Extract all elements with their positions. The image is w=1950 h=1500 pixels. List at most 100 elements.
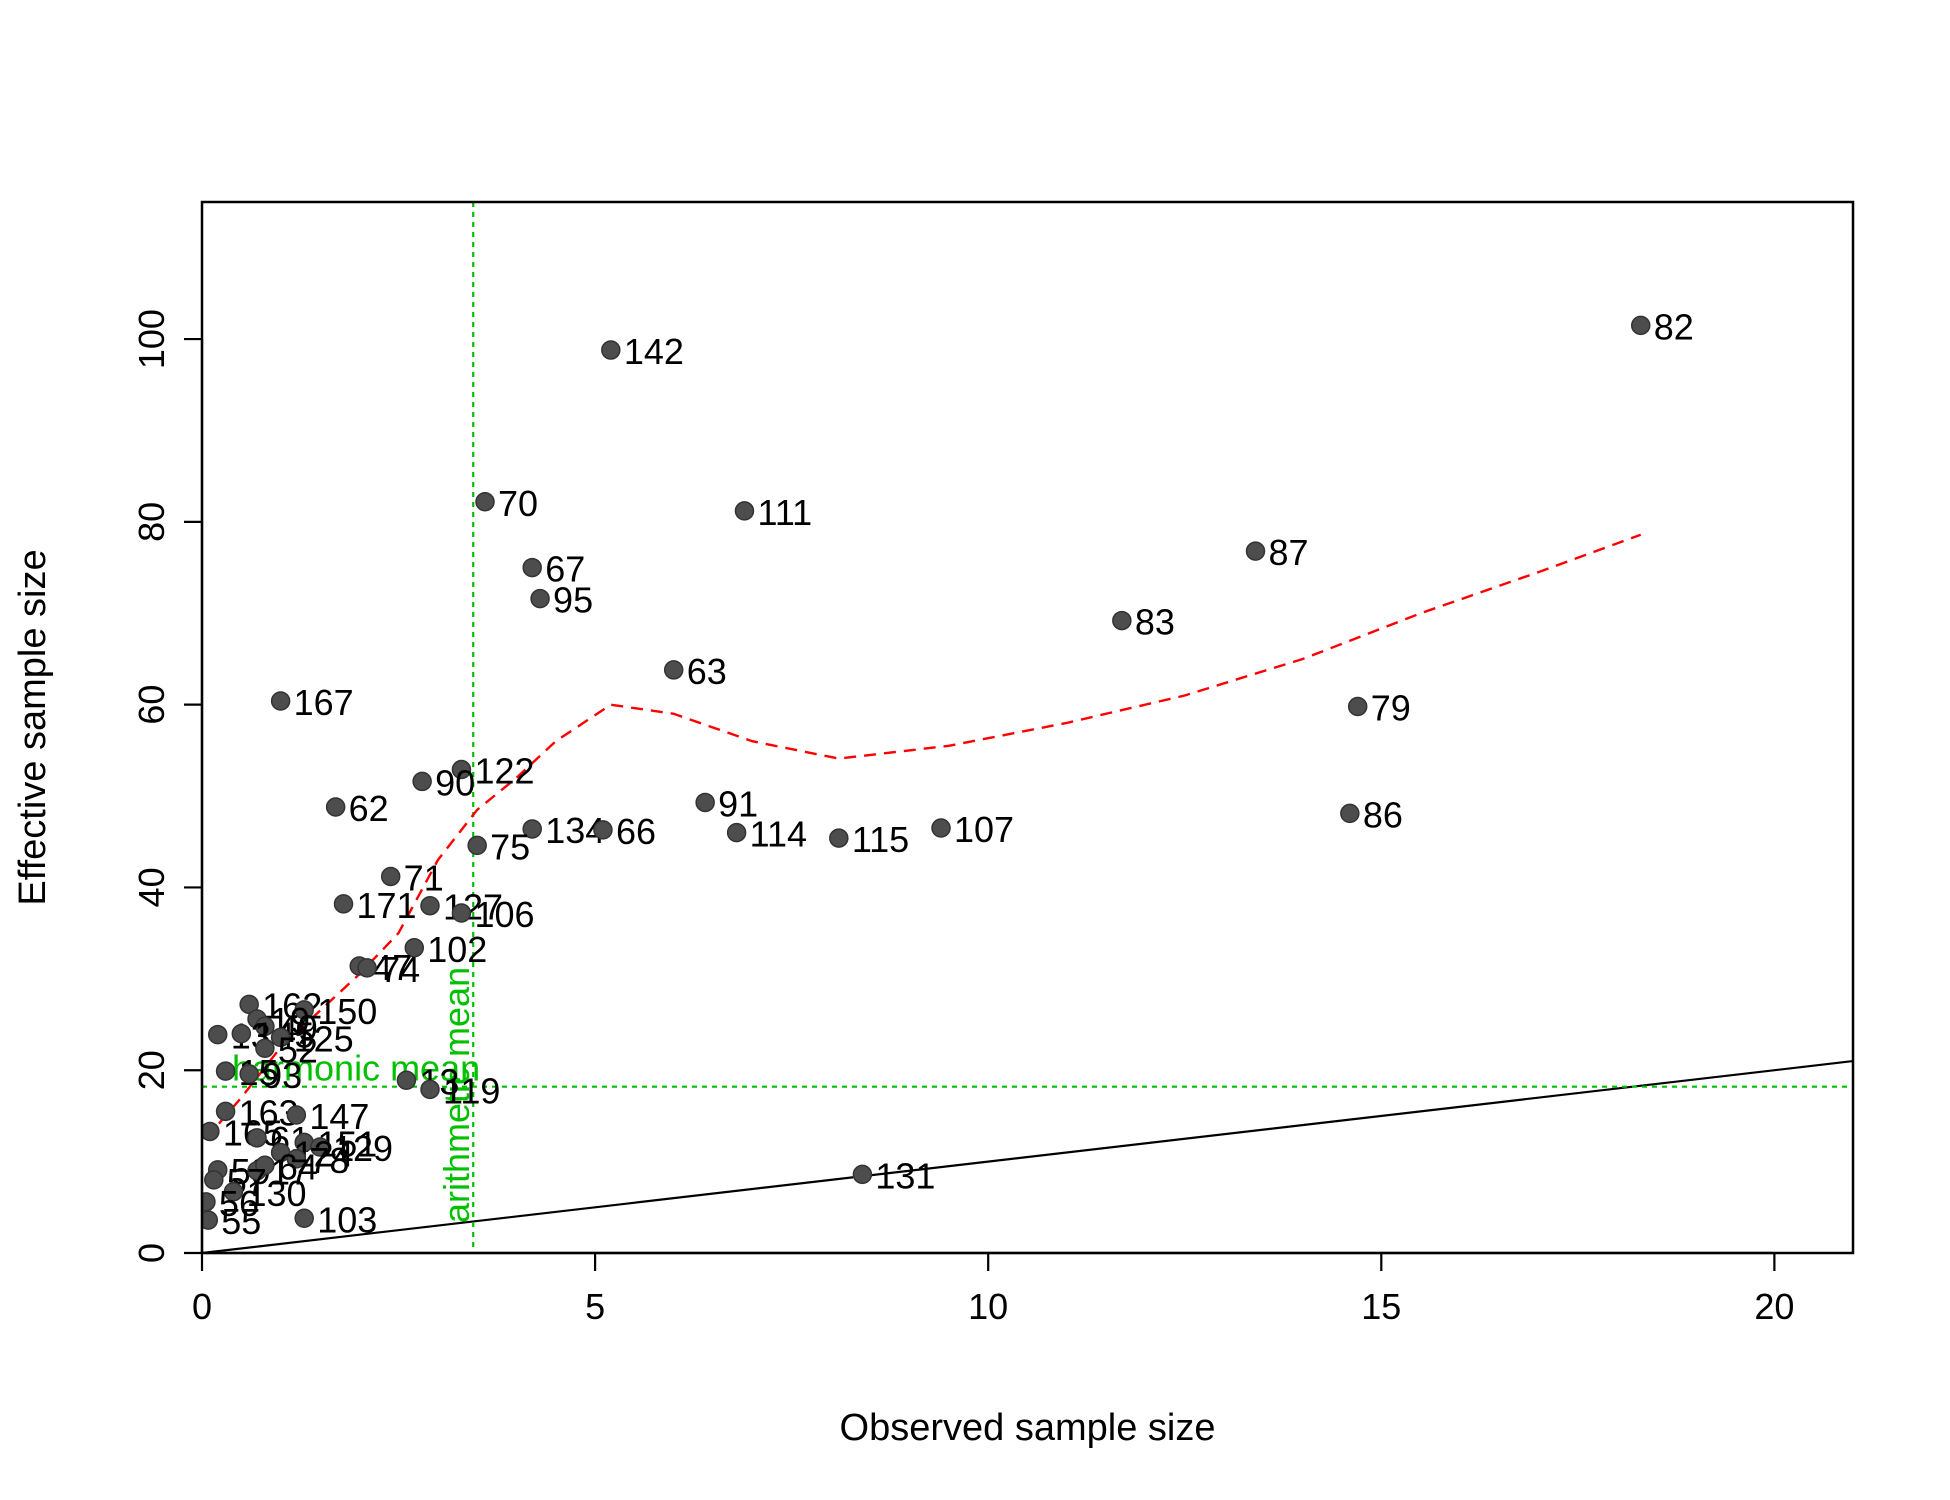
data-point-label: 111 (757, 492, 812, 533)
data-point (255, 1155, 275, 1176)
data-point (931, 818, 951, 838)
data-point (207, 1024, 228, 1045)
y-tick-label: 60 (131, 685, 172, 725)
data-point-label: 90 (435, 762, 475, 803)
data-point (726, 822, 747, 843)
data-point (239, 1064, 259, 1084)
data-point-label: 63 (687, 651, 727, 692)
data-point-label: 52 (278, 1029, 318, 1070)
data-point-label: 106 (474, 894, 534, 935)
data-point (593, 820, 613, 840)
data-point (204, 1170, 224, 1190)
data-point (1340, 803, 1360, 824)
data-point (663, 660, 684, 680)
data-point-label: 167 (294, 682, 354, 723)
data-point-label: 47 (372, 947, 412, 988)
data-point (829, 828, 849, 848)
data-point (286, 1105, 307, 1125)
data-point (270, 691, 291, 711)
data-point-label: 62 (349, 788, 389, 829)
data-point (522, 557, 542, 578)
data-point-label: 130 (246, 1173, 306, 1214)
data-point (247, 1128, 267, 1148)
data-point-label: 66 (616, 811, 656, 852)
x-tick-label: 15 (1361, 1286, 1401, 1327)
data-point (1245, 541, 1266, 561)
data-point (325, 797, 346, 817)
data-point (1630, 315, 1651, 336)
data-point-label: 115 (852, 819, 909, 860)
data-point-label: 79 (1371, 687, 1411, 728)
data-point (333, 894, 354, 914)
data-point-label: 87 (1268, 532, 1308, 573)
data-point (215, 1101, 236, 1122)
data-point-label: 95 (553, 580, 593, 621)
data-point-label: 127 (443, 887, 503, 928)
data-point (451, 759, 472, 780)
x-tick-label: 0 (192, 1286, 212, 1327)
data-point (522, 819, 542, 839)
data-point-label: 86 (1363, 794, 1403, 835)
data-point (202, 1121, 220, 1142)
data-point (215, 1061, 236, 1081)
data-point (202, 1192, 216, 1212)
data-point-label: 150 (317, 991, 377, 1032)
data-point (294, 1000, 314, 1020)
data-point (270, 1027, 291, 1048)
data-point-label: 171 (357, 885, 417, 926)
data-point (357, 958, 377, 978)
data-point (1347, 696, 1368, 717)
y-tick-label: 80 (131, 502, 172, 542)
data-point-label: 74 (380, 949, 420, 990)
y-tick-label: 20 (131, 1050, 172, 1090)
data-point-label: 131 (875, 1155, 935, 1196)
data-point-label: 103 (317, 1199, 377, 1240)
data-point-label: 147 (309, 1096, 369, 1137)
data-point-label: 107 (954, 809, 1014, 850)
data-point-label: 71 (404, 857, 444, 898)
identity-line (202, 1059, 1853, 1253)
data-point (695, 792, 715, 813)
x-tick-label: 10 (968, 1286, 1008, 1327)
data-point (467, 835, 487, 856)
data-point (530, 588, 550, 609)
y-tick-label: 40 (131, 867, 172, 907)
y-tick-label: 0 (131, 1243, 172, 1263)
data-point (286, 1149, 307, 1169)
data-point-label: 129 (333, 1128, 393, 1169)
y-tick-label: 100 (131, 309, 172, 369)
data-point-label: 114 (750, 814, 807, 855)
data-point-label: 75 (490, 826, 530, 867)
data-point-label: 93 (262, 1055, 302, 1096)
data-point-label: 83 (1135, 602, 1175, 643)
data-point (255, 1016, 275, 1037)
data-point-label: 122 (474, 751, 534, 792)
x-tick-label: 20 (1754, 1286, 1794, 1327)
x-tick-label: 5 (585, 1286, 605, 1327)
data-point (420, 895, 440, 916)
data-point (396, 1070, 417, 1091)
data-point (255, 1038, 275, 1059)
data-point (451, 903, 472, 923)
data-point (202, 1210, 219, 1230)
data-point-label: 55 (221, 1201, 261, 1242)
data-point (601, 340, 621, 360)
data-point (420, 1079, 440, 1100)
data-point-label: 56 (219, 1183, 259, 1224)
data-point-label: 91 (718, 783, 758, 824)
data-point (1112, 610, 1132, 631)
data-point (380, 866, 401, 887)
data-point-label: 102 (427, 929, 487, 970)
data-point (231, 1023, 252, 1044)
harmonic-mean-label: harmonic mean (232, 1048, 480, 1089)
x-axis-title: Observed sample size (840, 1407, 1216, 1449)
arithmetic-mean-label: arithmetic mean (436, 967, 477, 1223)
data-point (223, 1182, 244, 1202)
trend-line (204, 533, 1642, 1140)
data-point (412, 771, 432, 792)
data-point (310, 1137, 330, 1157)
data-point-label: 78 (309, 1140, 349, 1181)
data-point (852, 1164, 873, 1185)
